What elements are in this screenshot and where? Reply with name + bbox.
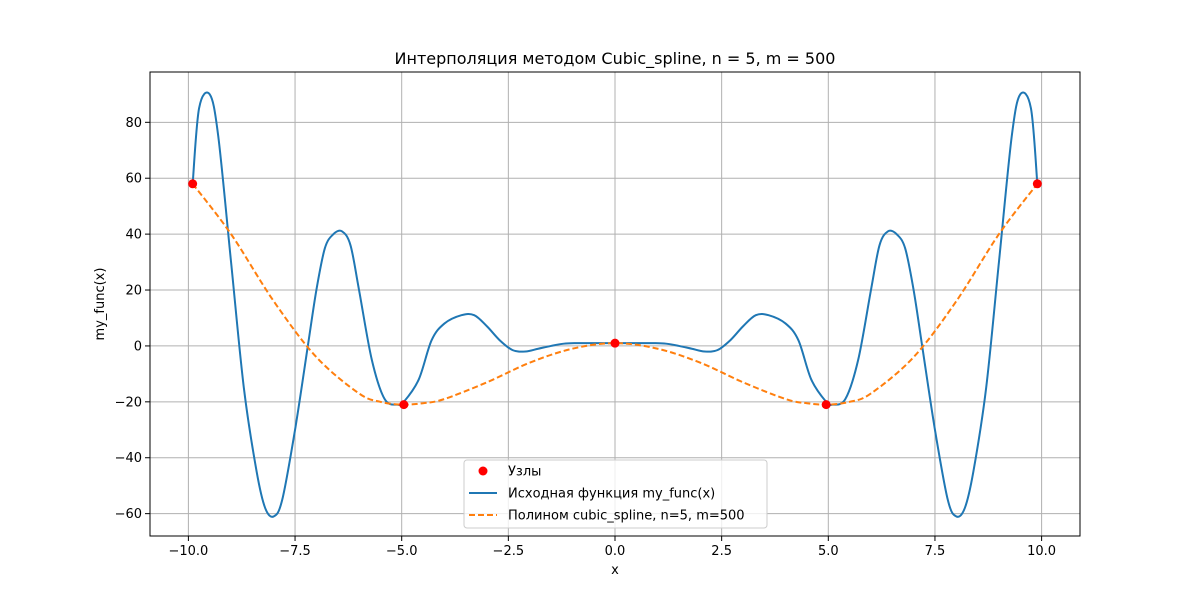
node-point [821, 400, 831, 410]
node-point [1032, 179, 1042, 189]
y-tick-label: 0 [134, 339, 142, 354]
x-tick-label: 10.0 [1027, 544, 1056, 559]
x-tick-label: 2.5 [711, 544, 732, 559]
chart-title: Интерполяция методом Cubic_spline, n = 5… [395, 49, 836, 69]
y-axis-ticks: −60 −40 −20 0 20 40 60 80 [115, 116, 150, 522]
x-axis-label: x [611, 563, 619, 578]
legend-marker-nodes [478, 466, 488, 476]
y-tick-label: 80 [125, 116, 142, 131]
y-tick-label: −60 [115, 507, 142, 522]
y-tick-label: 20 [125, 284, 142, 299]
x-tick-label: −7.5 [279, 544, 311, 559]
x-tick-label: −5.0 [386, 544, 418, 559]
node-point [399, 400, 409, 410]
x-tick-label: 7.5 [925, 544, 946, 559]
y-tick-label: −40 [115, 451, 142, 466]
node-point [188, 179, 198, 189]
y-axis-label: my_func(x) [93, 268, 108, 341]
x-axis-ticks: −10.0 −7.5 −5.0 −2.5 0.0 2.5 5.0 7.5 10.0 [168, 536, 1056, 559]
node-point [610, 338, 620, 348]
y-tick-label: 60 [125, 172, 142, 187]
legend: Узлы Исходная функция my_func(x) Полином c… [463, 459, 768, 529]
x-tick-label: 5.0 [818, 544, 839, 559]
x-tick-label: −2.5 [493, 544, 525, 559]
legend-box [463, 459, 768, 529]
y-tick-label: 40 [125, 228, 142, 243]
legend-label: Узлы [508, 465, 541, 480]
x-tick-label: 0.0 [605, 544, 626, 559]
plot-area [188, 91, 1042, 518]
legend-label: Исходная функция my_func(x) [508, 487, 715, 502]
legend-label: Полином cubic_spline, n=5, m=500 [508, 509, 745, 524]
y-tick-label: −20 [115, 395, 142, 410]
x-tick-label: −10.0 [168, 544, 208, 559]
